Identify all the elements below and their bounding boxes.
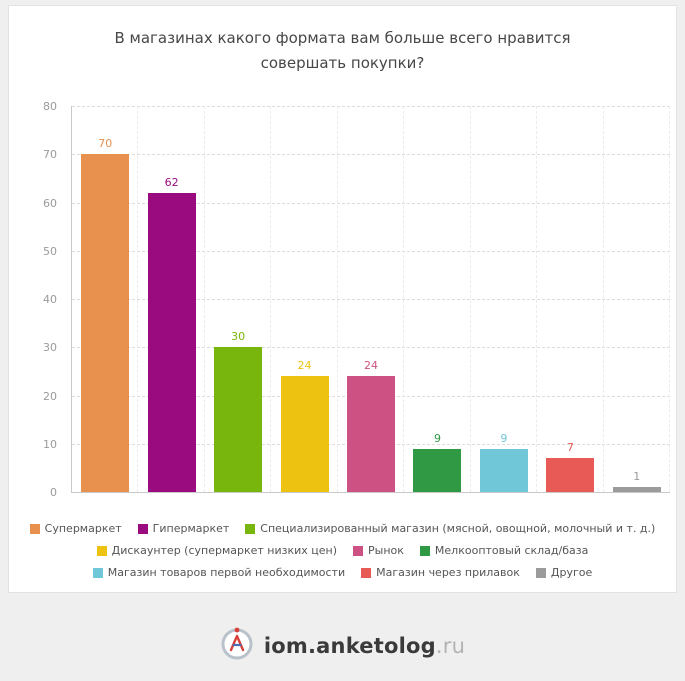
chart-title: В магазинах какого формата вам больше вс… [114,29,571,72]
bar-slot: 62 [138,106,204,492]
brand-name-tld: .ru [435,634,466,658]
bar [280,376,329,492]
bar-value-label: 9 [433,431,441,445]
brand-name: iom.anketolog.ru [264,634,465,658]
legend-row: Супермаркет Гипермаркет Специализированный… [9,522,676,535]
y-tick-label: 20 [43,389,57,403]
legend-swatch [535,567,546,578]
bar [214,347,263,492]
legend-label: Дискаунтер (супермаркет низких цен) [111,544,338,557]
legend-label: Специализированный магазин (мясной, овощ… [260,522,656,535]
brand-logo-icon [220,627,254,665]
legend-item: Гипермаркет [137,522,230,535]
legend-swatch [92,567,103,578]
bar-slot: 30 [205,106,271,492]
y-tick-label: 70 [43,148,57,162]
legend-item: Мелкооптовый склад/база [419,544,589,557]
bar-slot: 9 [471,106,537,492]
bar-value-label: 30 [231,330,246,344]
gridline-horizontal [72,202,670,204]
bar-slot: 24 [271,106,337,492]
bar-value-label: 1 [633,470,641,484]
chart-card: В магазинах какого формата вам больше вс… [8,5,677,593]
y-tick-label: 30 [43,341,57,355]
gridline-vertical [137,106,139,492]
y-tick-label: 40 [43,293,57,306]
bar [413,448,462,492]
legend-swatch [137,523,148,534]
gridline-horizontal [72,347,670,349]
legend-row: Дискаунтер (супермаркет низких цен) Рынок… [9,544,676,557]
gridline-vertical [403,106,405,492]
gridline-vertical [536,106,538,492]
legend-item: Магазин через прилавок [361,566,520,579]
gridline-horizontal [72,106,670,107]
bar-slot: 70 [72,106,138,492]
legend-swatch [353,545,364,556]
y-tick-label: 60 [43,196,57,210]
legend-label: Гипермаркет [152,522,230,535]
bar [612,487,661,492]
gridline-vertical [270,106,272,492]
gridline-vertical [669,106,670,492]
legend-label: Супермаркет [44,522,122,535]
legend-label: Другое [550,566,593,579]
legend-label: Рынок [368,544,404,557]
bar [346,376,395,492]
legend: Супермаркет Гипермаркет Специализированный… [9,522,676,588]
bar-value-label: 7 [566,441,574,455]
y-tick-label: 50 [43,244,57,258]
bar-slot: 9 [404,106,470,492]
legend-item: Супермаркет [29,522,122,535]
bar [546,458,595,492]
bar [479,448,528,492]
legend-item: Специализированный магазин (мясной, овощ… [245,522,655,535]
legend-label: Мелкооптовый склад/база [434,544,589,557]
y-tick-label: 0 [50,486,57,499]
y-axis: 0 10 20 30 40 50 60 70 80 [25,100,65,499]
bar [147,192,196,492]
y-tick-label: 80 [43,100,57,113]
gridline-vertical [602,106,604,492]
bar-value-label: 70 [98,137,113,151]
bar-value-label: 62 [164,175,179,189]
bar [81,154,130,492]
legend-item: Магазин товаров первой необходимости [92,566,346,579]
legend-swatch [361,567,372,578]
legend-swatch [419,545,430,556]
bar-value-label: 9 [500,431,508,445]
footer-brand: iom.anketolog.ru [0,624,685,668]
gridline-vertical [469,106,471,492]
bar-value-label: 24 [297,359,312,373]
gridline-vertical [203,106,205,492]
brand-name-main: iom.anketolog [263,634,436,658]
plot-area: 70 62 30 24 24 9 9 7 1 [71,106,670,493]
bar-value-label: 24 [363,359,378,373]
legend-item: Другое [535,566,593,579]
bar-slot: 1 [604,106,670,492]
bar-slot: 7 [537,106,603,492]
legend-item: Дискаунтер (супермаркет низких цен) [96,544,338,557]
y-tick-label: 10 [43,437,57,451]
legend-label: Магазин через прилавок [376,566,520,579]
gridline-horizontal [72,250,670,252]
legend-swatch [245,523,256,534]
bar-slot: 24 [338,106,404,492]
legend-swatch [96,545,107,556]
legend-label: Магазин товаров первой необходимости [107,566,346,579]
legend-item: Рынок [353,544,404,557]
gridline-horizontal [72,299,670,300]
gridline-horizontal [72,154,670,156]
gridline-vertical [336,106,338,492]
legend-row: Магазин товаров первой необходимости Мага… [9,566,676,579]
legend-swatch [29,523,40,534]
